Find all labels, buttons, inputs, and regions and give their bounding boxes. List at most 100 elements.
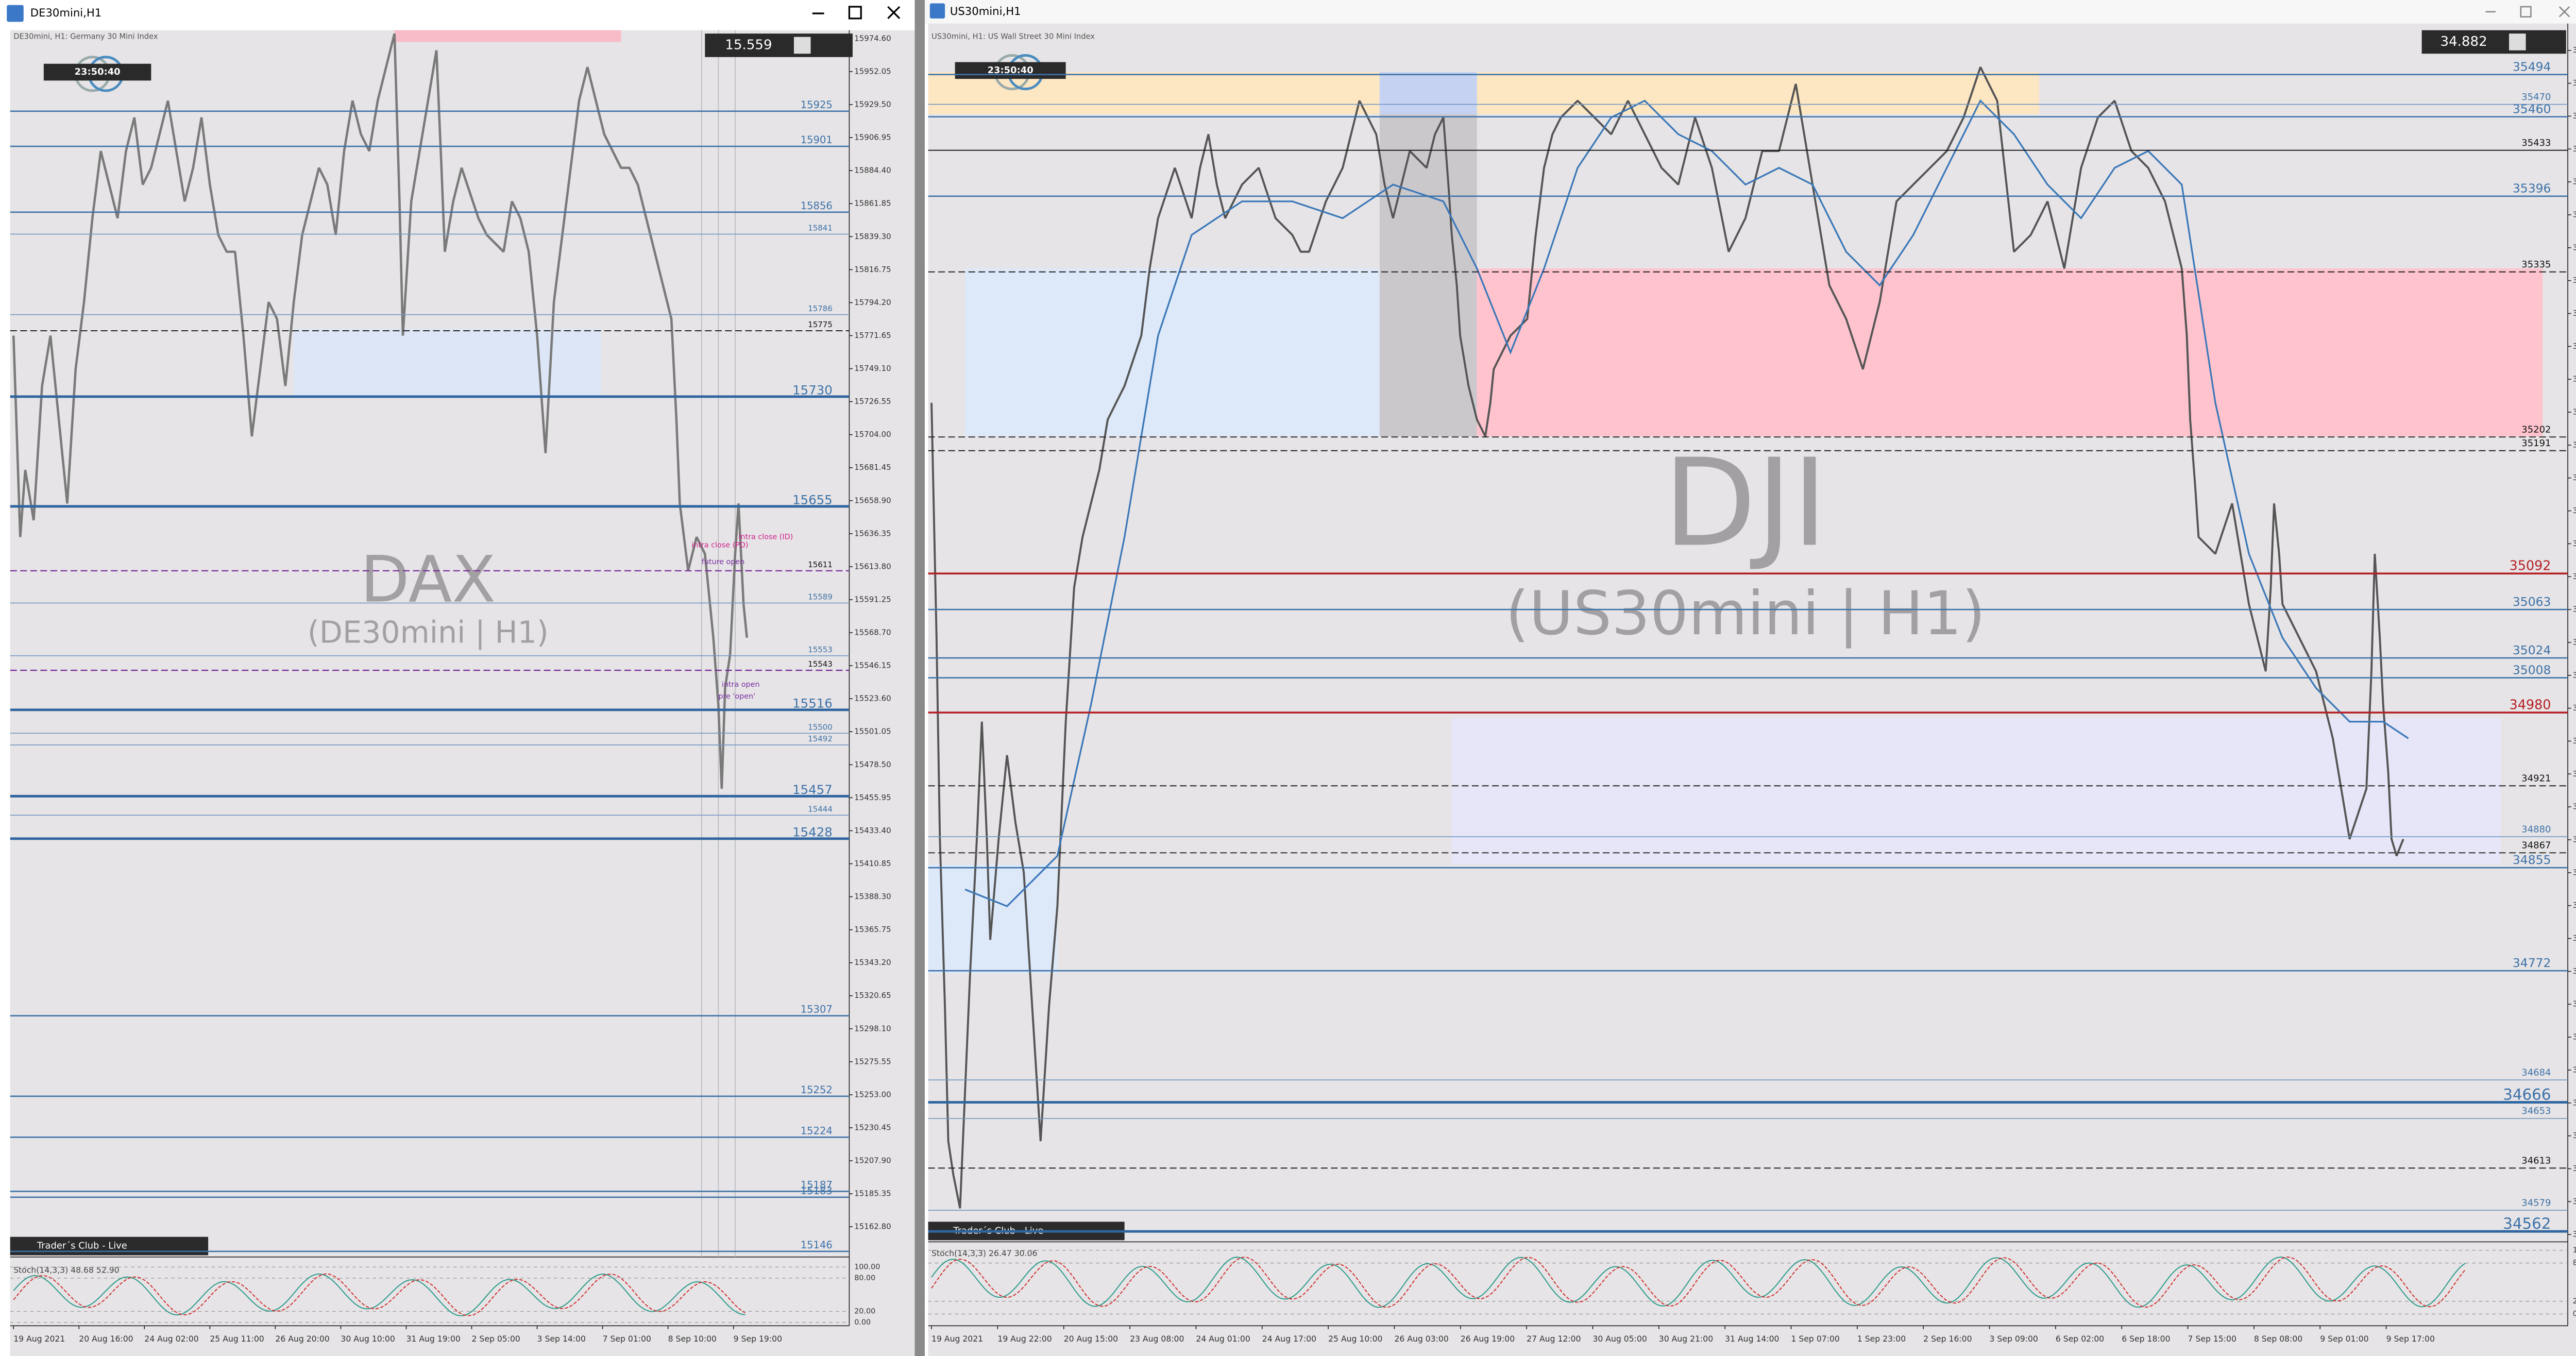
maximize-button[interactable] — [848, 6, 862, 20]
price-candles — [930, 66, 2404, 1209]
close-button[interactable] — [2558, 6, 2570, 18]
spread-box — [2421, 30, 2566, 54]
spread-button[interactable] — [2509, 33, 2526, 50]
level-label: 34653 — [2521, 1106, 2551, 1116]
price-label: 35301.50 — [2573, 309, 2576, 318]
level-label: 35202 — [2521, 425, 2551, 435]
date-label: 3 Sep 14:00 — [537, 1334, 586, 1344]
price-label: 34983.50 — [2573, 703, 2576, 713]
chart-subtitle: DE30mini, H1: Germany 30 Mini Index — [13, 32, 158, 41]
title-bar — [925, 0, 2576, 24]
annotation: intra close (PD) — [691, 541, 748, 550]
price-label: 15275.55 — [854, 1057, 891, 1066]
chart-area — [10, 30, 915, 1326]
price-label: 15478.50 — [854, 760, 891, 769]
price-label: 15410.85 — [854, 859, 891, 868]
date-label: 1 Sep 23:00 — [1857, 1334, 1906, 1344]
price-label: 34665.50 — [2573, 1098, 2576, 1107]
price-label: 35142.50 — [2573, 506, 2576, 515]
price-label: 35089.50 — [2573, 572, 2576, 581]
zone — [965, 268, 1380, 436]
level-label: 15428 — [792, 824, 833, 839]
level-label: 35024 — [2513, 643, 2551, 657]
date-label: 2 Sep 16:00 — [1923, 1334, 1972, 1344]
indicator-axis-label: 0.00 — [2573, 1310, 2576, 1318]
level-label: 15492 — [808, 734, 833, 743]
clock: 23:50:40 — [75, 66, 121, 77]
spread-button[interactable] — [793, 37, 811, 54]
chart-area — [928, 23, 2576, 1326]
zone — [294, 329, 601, 396]
price-label: 35010.00 — [2573, 670, 2576, 680]
price-label: 34745.00 — [2573, 999, 2576, 1009]
window-title: US30mini,H1 — [950, 5, 1021, 18]
date-label: 19 Aug 2021 — [13, 1334, 65, 1344]
price-label: 35434.00 — [2573, 144, 2576, 154]
date-label: 26 Aug 03:00 — [1394, 1334, 1448, 1344]
level-label: 34980 — [2510, 697, 2551, 712]
date-label: 30 Aug 05:00 — [1592, 1334, 1647, 1344]
price-label: 15343.20 — [854, 958, 891, 967]
date-label: 31 Aug 14:00 — [1725, 1334, 1779, 1344]
price-label: 15365.75 — [854, 925, 891, 934]
zone — [928, 72, 2039, 114]
price-label: 35381.00 — [2573, 210, 2576, 219]
level-label: 35460 — [2513, 101, 2551, 116]
level-label: 34613 — [2521, 1156, 2551, 1166]
date-label: 23 Aug 08:00 — [1130, 1334, 1184, 1344]
price-label: 35116.00 — [2573, 539, 2576, 548]
indicator-label: Stoch(14,3,3) 26.47 30.06 — [931, 1248, 1037, 1258]
price-label: 35328.00 — [2573, 276, 2576, 285]
date-label: 9 Sep 17:00 — [2386, 1334, 2435, 1344]
date-label: 9 Sep 01:00 — [2320, 1334, 2368, 1344]
price-label: 34851.00 — [2573, 868, 2576, 877]
level-label: 35494 — [2513, 60, 2551, 74]
level-label: 15856 — [801, 200, 833, 212]
watermark-subtitle: (DE30mini | H1) — [308, 615, 549, 650]
date-label: 24 Aug 01:00 — [1196, 1334, 1250, 1344]
level-label: 15457 — [792, 782, 833, 797]
level-label: 35396 — [2513, 181, 2551, 196]
spread: 15.559 — [725, 37, 772, 53]
date-label: 26 Aug 19:00 — [1461, 1334, 1515, 1344]
watermark: DJI — [1663, 433, 1827, 573]
level-label: 35433 — [2521, 138, 2551, 148]
price-label: 35354.50 — [2573, 243, 2576, 252]
price-label: 15884.40 — [854, 166, 891, 175]
stochastic-signal — [931, 1256, 2466, 1308]
date-label: 3 Sep 09:00 — [1990, 1334, 2038, 1344]
indicator-axis-label: 100.00 — [854, 1263, 880, 1271]
maximize-button[interactable] — [2520, 6, 2532, 18]
price-label: 35195.50 — [2573, 440, 2576, 449]
indicator-axis-label: 80.00 — [854, 1274, 875, 1282]
price-label: 35169.00 — [2573, 473, 2576, 482]
window-icon — [7, 5, 24, 22]
title-bar — [0, 0, 915, 27]
date-label: 8 Sep 08:00 — [2254, 1334, 2302, 1344]
price-label: 15320.65 — [854, 991, 891, 1000]
level-label: 35191 — [2521, 438, 2551, 449]
annotation: intra close (ID) — [738, 533, 793, 541]
close-button[interactable] — [887, 6, 901, 19]
level-label: 15444 — [808, 804, 833, 813]
annotation: pre 'open' — [718, 692, 755, 701]
stochastic-main — [931, 1256, 2466, 1308]
date-label: 27 Aug 12:00 — [1527, 1334, 1581, 1344]
level-label: 35008 — [2513, 663, 2551, 677]
date-label: 30 Aug 10:00 — [341, 1334, 395, 1344]
price-label: 34930.50 — [2573, 769, 2576, 778]
date-label: 6 Sep 18:00 — [2122, 1334, 2170, 1344]
price-label: 15455.95 — [854, 793, 891, 802]
price-label: 35036.50 — [2573, 637, 2576, 647]
level-label: 34867 — [2521, 840, 2551, 851]
level-label: 15775 — [808, 320, 833, 329]
price-label: 15591.25 — [854, 595, 891, 604]
annotation: future open — [702, 558, 745, 566]
level-label: 15516 — [792, 696, 833, 710]
price-label: 15546.15 — [854, 661, 891, 670]
price-label: 35063.00 — [2573, 605, 2576, 614]
price-label: 34798.00 — [2573, 934, 2576, 943]
level-label: 15543 — [808, 659, 833, 669]
moving-average — [964, 99, 2409, 907]
date-label: 7 Sep 01:00 — [603, 1334, 651, 1344]
